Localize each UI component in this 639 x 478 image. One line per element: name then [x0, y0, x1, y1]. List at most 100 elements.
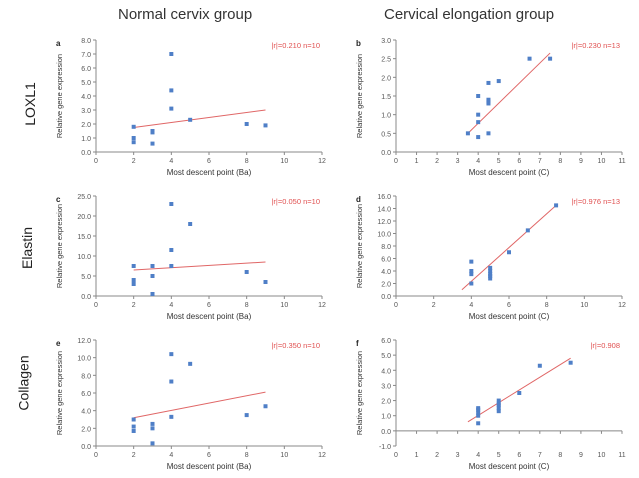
x-tick-label: 10	[598, 158, 606, 165]
y-tick-label: 4.0	[381, 269, 391, 276]
y-tick-label: 3.0	[381, 38, 391, 45]
correlation-annotation: |r|=0.350 n=10	[271, 341, 320, 350]
row-header-collagen: Collagen	[15, 355, 32, 411]
y-tick-label: 16.0	[377, 194, 391, 201]
data-point	[263, 123, 268, 128]
y-tick-label: 10.0	[77, 254, 91, 261]
data-point	[244, 413, 249, 418]
data-point	[469, 272, 474, 277]
x-tick-label: 4	[476, 158, 480, 165]
data-point	[476, 413, 481, 418]
x-tick-label: 1	[415, 452, 419, 459]
data-point	[486, 80, 491, 85]
y-axis-label: Relative gene expression	[55, 204, 64, 288]
data-point	[488, 269, 493, 273]
data-point	[169, 52, 174, 56]
data-point	[131, 428, 136, 433]
x-tick-label: 9	[579, 452, 583, 459]
data-point	[131, 136, 136, 140]
data-point	[469, 281, 474, 286]
x-axis-label: Most descent point (C)	[469, 168, 550, 177]
data-point	[169, 264, 174, 268]
correlation-annotation: |r|=0.976 n=13	[571, 197, 620, 206]
data-point	[150, 292, 155, 296]
y-tick-label: 10.0	[377, 232, 391, 239]
data-point	[548, 56, 553, 61]
data-point	[131, 140, 136, 145]
y-tick-label: 5.0	[81, 80, 91, 87]
correlation-annotation: |r|=0.050 n=10	[271, 197, 320, 206]
data-point	[263, 404, 268, 409]
data-point	[488, 272, 493, 277]
x-tick-label: 2	[432, 302, 436, 309]
y-tick-label: 1.0	[81, 136, 91, 143]
x-axis-label: Most descent point (Ba)	[167, 168, 252, 177]
chart-panel-c: 0.0 5.0 10.0 15.0 20.0 25.0 0 2 4 6 8 10 12 Most desc…	[55, 194, 326, 321]
panel-letter: a	[56, 39, 61, 48]
data-point	[169, 379, 174, 384]
correlation-annotation: |r|=0.210 n=10	[271, 41, 320, 50]
data-point	[131, 282, 136, 286]
x-tick-label: 2	[435, 452, 439, 459]
x-tick-label: 0	[394, 452, 398, 459]
data-point	[150, 421, 155, 426]
x-tick-label: 0	[394, 302, 398, 309]
data-point	[486, 131, 491, 136]
data-point	[476, 406, 481, 411]
x-tick-label: 4	[476, 452, 480, 459]
chart-panel-b: 0.0 0.5 1.0 1.5 2.0 2.5 3.0 0 1 2 3 4 5 6 7 8 9 10 11 Most …	[355, 38, 626, 177]
x-tick-label: 6	[207, 158, 211, 165]
x-tick-label: 0	[94, 302, 98, 309]
x-tick-label: 1	[415, 158, 419, 165]
x-tick-label: 0	[394, 158, 398, 165]
x-tick-label: 10	[280, 452, 288, 459]
data-point	[150, 264, 155, 268]
data-point	[476, 112, 481, 117]
x-axis-label: Most descent point (C)	[469, 462, 550, 471]
data-point	[169, 414, 174, 419]
y-tick-label: 20.0	[77, 214, 91, 221]
data-point	[496, 398, 501, 403]
trend-line	[133, 109, 266, 128]
y-axis-label: Relative gene expression	[55, 351, 64, 435]
x-tick-label: 4	[469, 302, 473, 309]
y-axis-label: Relative gene expression	[55, 54, 64, 138]
y-tick-label: 12.0	[77, 338, 91, 345]
x-tick-label: 8	[245, 158, 249, 165]
y-tick-label: 2.0	[81, 426, 91, 433]
x-tick-label: 10	[280, 158, 288, 165]
data-point	[527, 56, 532, 61]
x-tick-label: 8	[245, 452, 249, 459]
data-point	[488, 265, 493, 270]
panel-letter: b	[356, 39, 361, 48]
x-tick-label: 4	[169, 452, 173, 459]
x-tick-label: 2	[132, 452, 136, 459]
x-tick-label: 12	[618, 302, 626, 309]
y-tick-label: 8.0	[381, 244, 391, 251]
data-point	[131, 264, 136, 268]
chart-panel-e: 0.0 2.0 4.0 6.0 8.0 10.0 12.0 0 2 4 6 8 10 12 Most des…	[55, 338, 326, 471]
x-tick-label: 8	[245, 302, 249, 309]
chart-panel-f: -1.0 0.0 1.0 2.0 3.0 4.0 5.0 6.0 0 1 2 3 4 5 6 7 8 9 10 11 M…	[355, 338, 626, 471]
y-tick-label: 4.0	[381, 368, 391, 375]
y-tick-label: 2.0	[381, 282, 391, 289]
data-point	[244, 270, 249, 274]
x-tick-label: 2	[435, 158, 439, 165]
data-point	[169, 106, 174, 111]
data-point	[476, 135, 481, 140]
trend-line	[461, 205, 557, 291]
y-tick-label: 4.0	[81, 409, 91, 416]
y-tick-label: 1.0	[381, 113, 391, 120]
y-tick-label: 7.0	[81, 52, 91, 59]
y-tick-label: 0.0	[381, 294, 391, 301]
y-tick-label: 10.0	[77, 356, 91, 363]
data-point	[169, 352, 174, 357]
y-tick-label: 12.0	[377, 219, 391, 226]
data-point	[517, 391, 522, 395]
data-point	[476, 120, 481, 125]
data-point	[465, 131, 470, 136]
data-point	[507, 250, 511, 255]
y-tick-label: 8.0	[81, 38, 91, 45]
x-tick-label: 11	[618, 452, 625, 459]
x-tick-label: 6	[507, 302, 511, 309]
